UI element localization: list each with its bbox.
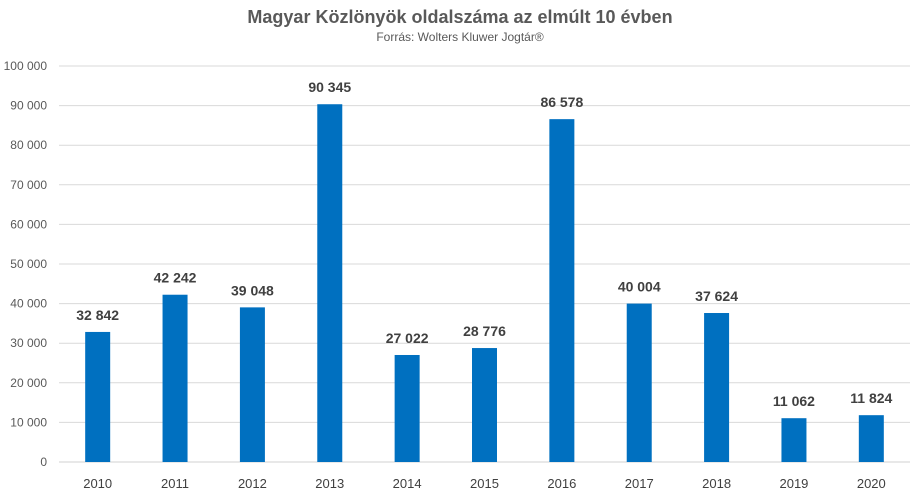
data-label: 37 624: [695, 288, 738, 304]
y-tick-label: 30 000: [10, 336, 47, 350]
y-tick-label: 20 000: [10, 376, 47, 390]
y-tick-label: 40 000: [10, 297, 47, 311]
data-label: 90 345: [308, 79, 351, 95]
bar-2012: [239, 307, 265, 462]
x-tick-label: 2012: [238, 476, 267, 491]
bar-2020: [858, 415, 884, 462]
bar-2017: [626, 303, 652, 462]
bar-2014: [394, 354, 420, 462]
x-tick-label: 2010: [83, 476, 112, 491]
x-tick-label: 2018: [702, 476, 731, 491]
x-tick-label: 2013: [315, 476, 344, 491]
x-tick-label: 2019: [779, 476, 808, 491]
x-tick-label: 2017: [625, 476, 654, 491]
x-tick-label: 2016: [547, 476, 576, 491]
bar-2013: [317, 104, 343, 463]
data-label: 27 022: [386, 330, 429, 346]
bar-2019: [781, 418, 807, 462]
x-tick-label: 2020: [857, 476, 886, 491]
y-tick-label: 0: [40, 455, 47, 469]
data-label: 32 842: [76, 307, 119, 323]
bar-2010: [85, 331, 111, 462]
y-tick-label: 10 000: [10, 415, 47, 429]
data-label: 40 004: [618, 279, 661, 295]
bar-2011: [162, 294, 188, 462]
data-label: 39 048: [231, 282, 274, 298]
y-tick-label: 80 000: [10, 138, 47, 152]
x-tick-label: 2011: [161, 476, 189, 491]
y-tick-label: 50 000: [10, 257, 47, 271]
chart-title: Magyar Közlönyök oldalszáma az elmúlt 10…: [247, 7, 672, 27]
x-tick-label: 2015: [470, 476, 499, 491]
data-label: 42 242: [154, 270, 197, 286]
data-label: 11 824: [850, 390, 892, 406]
y-tick-label: 70 000: [10, 178, 47, 192]
x-tick-label: 2014: [393, 476, 422, 491]
bar-2016: [549, 119, 575, 462]
y-tick-label: 90 000: [10, 99, 47, 113]
y-tick-label: 100 000: [4, 59, 48, 73]
y-tick-label: 60 000: [10, 217, 47, 231]
data-label: 86 578: [540, 94, 583, 110]
bar-2018: [704, 313, 730, 462]
bar-2015: [472, 348, 497, 462]
data-label: 11 062: [773, 393, 815, 409]
chart-subtitle: Forrás: Wolters Kluwer Jogtár®: [376, 30, 543, 44]
data-label: 28 776: [463, 323, 506, 339]
